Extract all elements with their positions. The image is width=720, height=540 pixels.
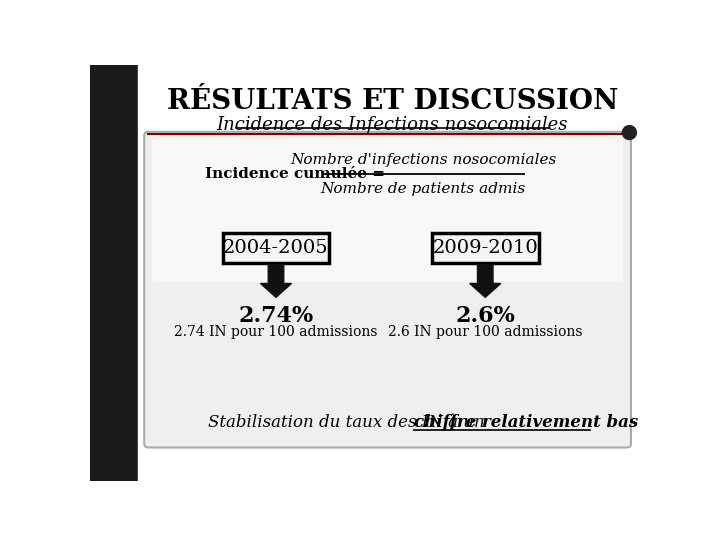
Circle shape — [622, 126, 636, 139]
Text: 2009-2010: 2009-2010 — [433, 239, 538, 257]
FancyBboxPatch shape — [144, 132, 631, 448]
Text: Nombre d'infections nosocomiales: Nombre d'infections nosocomiales — [290, 152, 557, 166]
Polygon shape — [261, 265, 292, 298]
Bar — [90, 65, 138, 481]
Text: Stabilisation du taux des IN à un: Stabilisation du taux des IN à un — [208, 414, 490, 431]
Bar — [222, 233, 330, 264]
Text: 2.74 IN pour 100 admissions: 2.74 IN pour 100 admissions — [174, 325, 378, 339]
Text: 2.6%: 2.6% — [455, 305, 515, 327]
Text: Incidence cumulée =: Incidence cumulée = — [204, 167, 384, 181]
Text: 2004-2005: 2004-2005 — [223, 239, 329, 257]
Polygon shape — [469, 265, 500, 298]
Text: Nombre de patients admis: Nombre de patients admis — [320, 182, 526, 196]
Text: RÉSULTATS ET DISCUSSION: RÉSULTATS ET DISCUSSION — [166, 88, 618, 115]
FancyBboxPatch shape — [152, 139, 624, 282]
Bar — [432, 233, 539, 264]
Text: chiffre relativement bas: chiffre relativement bas — [414, 414, 638, 431]
Text: 2.74%: 2.74% — [238, 305, 314, 327]
Text: Incidence des Infections nosocomiales: Incidence des Infections nosocomiales — [217, 116, 568, 133]
Text: 2.6 IN pour 100 admissions: 2.6 IN pour 100 admissions — [388, 325, 582, 339]
